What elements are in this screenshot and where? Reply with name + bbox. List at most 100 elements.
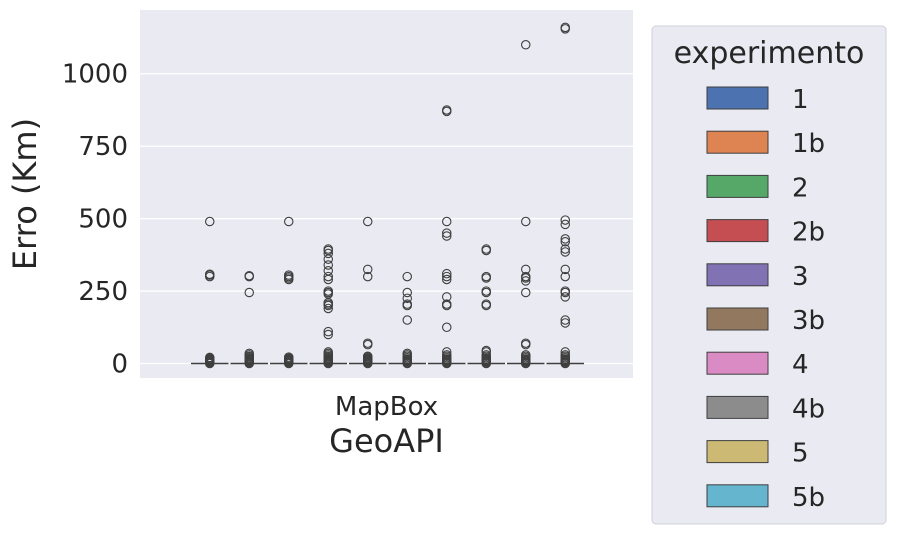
outlier-point-5b (560, 286, 570, 296)
outlier-point-1 (205, 269, 215, 280)
outlier-point-5 (520, 271, 531, 282)
outlier-point-5b (560, 315, 570, 325)
outlier-point-4 (441, 292, 452, 302)
y-tick-label: 1000 (62, 60, 128, 90)
outlier-point-4 (441, 299, 452, 309)
outlier-point-3 (362, 351, 373, 362)
outlier-point-5 (520, 287, 531, 298)
outlier-point-5b (560, 264, 570, 275)
outlier-point-4 (441, 271, 452, 282)
legend-label-2: 2 (792, 173, 809, 203)
outlier-point-3 (362, 338, 373, 348)
outlier-point-4 (441, 347, 452, 357)
outlier-point-3b (402, 271, 412, 282)
outlier-point-3b (402, 348, 412, 359)
outlier-point-5 (520, 338, 531, 348)
x-tick-label: MapBox (335, 392, 438, 422)
outlier-points (205, 22, 570, 369)
outlier-point-3 (362, 216, 373, 227)
outlier-point-2b (323, 244, 333, 254)
outlier-point-5b (560, 219, 570, 230)
y-tick-label: 500 (78, 205, 128, 235)
outlier-point-2b (323, 248, 333, 259)
outlier-point-4 (441, 274, 452, 285)
legend-label-1: 1 (792, 85, 809, 115)
legend-swatch-2b (706, 219, 769, 243)
legend-label-3b: 3b (792, 306, 825, 336)
outlier-point-4 (441, 228, 452, 238)
legend-swatch-3 (706, 263, 769, 287)
outlier-point-2 (283, 270, 294, 280)
outlier-point-2b (323, 347, 333, 357)
outlier-point-3b (402, 287, 412, 298)
y-axis-ticks: 0 250 500 750 1000 (62, 60, 128, 380)
outlier-point-4b (481, 244, 491, 254)
outlier-point-4b (481, 350, 491, 360)
outlier-point-3 (362, 264, 373, 275)
outlier-point-2 (283, 352, 294, 362)
outlier-point-5 (520, 216, 531, 227)
y-tick-label: 250 (78, 277, 128, 307)
outlier-point-3b (402, 293, 412, 304)
outlier-point-3b (402, 315, 412, 325)
outlier-point-2b (323, 266, 333, 276)
outlier-point-4 (441, 350, 452, 360)
outlier-point-5 (520, 264, 531, 275)
y-axis-title: Erro (Km) (6, 118, 44, 270)
outlier-point-2 (283, 216, 294, 227)
outlier-point-5b (560, 292, 570, 302)
outlier-point-4 (441, 216, 452, 227)
outlier-point-1b (244, 348, 255, 359)
outlier-point-5b (560, 22, 570, 33)
legend-label-4b: 4b (792, 394, 825, 424)
legend-swatch-3b (706, 307, 769, 331)
outlier-point-4b (481, 271, 491, 282)
outlier-point-3b (402, 299, 412, 309)
outlier-point-2b (323, 303, 333, 314)
outlier-point-5 (520, 276, 531, 286)
legend-swatch-4b (706, 395, 769, 419)
y-tick-label: 750 (78, 132, 128, 162)
outlier-point-5b (560, 215, 570, 225)
plot-background (140, 10, 633, 378)
outlier-point-4b (481, 299, 491, 309)
outlier-point-5b (560, 350, 570, 360)
outlier-point-4b (481, 345, 491, 356)
outlier-point-5 (520, 350, 531, 360)
y-tick-label: 0 (111, 350, 128, 380)
outlier-point-5b (560, 347, 570, 357)
legend-swatch-4 (706, 351, 769, 375)
legend-swatch-5b (706, 484, 769, 508)
legend-label-5: 5 (792, 439, 809, 469)
outlier-point-1b (244, 270, 255, 281)
outlier-point-2b (323, 329, 333, 340)
outlier-point-4 (441, 322, 452, 333)
legend-items: 1 1b 2 2b 3 3b 4 4b 5 5b (706, 85, 825, 513)
outlier-point-1 (205, 216, 215, 227)
legend-title: experimento (674, 36, 865, 71)
outlier-point-2b (323, 326, 333, 337)
legend-label-3: 3 (792, 262, 809, 292)
x-axis-title: GeoAPI (329, 422, 444, 460)
legend-label-5b: 5b (792, 483, 825, 513)
outlier-point-2b (323, 260, 333, 270)
legend-swatch-1 (706, 86, 769, 110)
legend-swatch-2 (706, 174, 769, 198)
outlier-point-5b (560, 318, 570, 328)
outlier-point-3 (362, 271, 373, 282)
outlier-point-2b (323, 271, 333, 282)
legend-frame (651, 25, 887, 525)
legend-swatch-5 (706, 440, 769, 464)
outlier-point-1b (244, 287, 255, 298)
outlier-point-5b (560, 271, 570, 282)
outlier-point-4 (441, 231, 452, 241)
legend-label-1b: 1b (792, 129, 825, 159)
legend-label-4: 4 (792, 350, 809, 380)
outlier-point-4b (481, 286, 491, 296)
outlier-point-4 (441, 105, 452, 115)
outlier-point-1 (205, 352, 215, 363)
outlier-point-5 (520, 40, 531, 50)
outlier-point-5b (560, 247, 570, 257)
outlier-point-2b (323, 286, 333, 296)
